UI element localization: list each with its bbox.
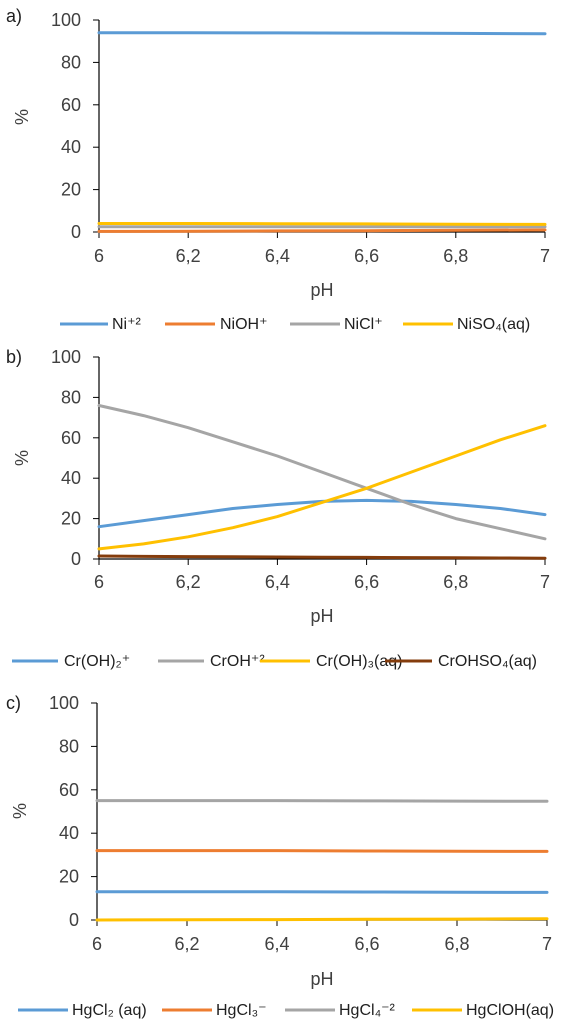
legend-label: HgClOH(aq) bbox=[466, 1002, 554, 1019]
legend-label: HgCl₄⁻² bbox=[339, 1002, 396, 1019]
x-axis-label: pH bbox=[310, 969, 333, 989]
series-line-2 bbox=[97, 228, 547, 233]
series-line-3 bbox=[95, 799, 549, 803]
series-line-2 bbox=[95, 849, 549, 853]
y-axis-label: % bbox=[12, 450, 32, 466]
legend-label: NiSO₄(aq) bbox=[457, 316, 530, 333]
x-tick-label: 6,8 bbox=[444, 934, 469, 954]
x-tick-label: 6,4 bbox=[265, 572, 290, 592]
x-axis-label: pH bbox=[310, 280, 333, 300]
series-line-4 bbox=[97, 554, 547, 560]
series-line-1 bbox=[97, 31, 547, 36]
legend-label: CrOHSO₄(aq) bbox=[438, 653, 537, 670]
y-tick-label: 0 bbox=[71, 222, 81, 242]
panel-label: b) bbox=[6, 347, 22, 367]
y-tick-label: 80 bbox=[61, 52, 81, 72]
y-tick-label: 100 bbox=[51, 10, 81, 30]
y-tick-label: 0 bbox=[71, 549, 81, 569]
legend-label: Cr(OH)₃(aq) bbox=[316, 653, 403, 670]
legend-label: CrOH⁺² bbox=[210, 653, 265, 670]
x-tick-label: 6,8 bbox=[443, 246, 468, 266]
chart-panel-1: a) 0 20 40 60 80 100 6 6,2 6,4 6,6 6,8 7 pH% Ni⁺² NiOH⁺… bbox=[6, 6, 550, 333]
series-line-3 bbox=[97, 424, 547, 551]
series-line-1 bbox=[95, 890, 549, 894]
x-tick-label: 6,4 bbox=[264, 934, 289, 954]
x-tick-label: 6,6 bbox=[354, 934, 379, 954]
y-tick-label: 40 bbox=[61, 137, 81, 157]
x-tick-label: 6,6 bbox=[354, 572, 379, 592]
y-tick-label: 80 bbox=[61, 387, 81, 407]
series-line-2 bbox=[97, 404, 547, 541]
series-line-4 bbox=[97, 222, 547, 226]
y-tick-label: 100 bbox=[49, 693, 79, 713]
y-tick-label: 60 bbox=[61, 428, 81, 448]
y-tick-label: 20 bbox=[61, 180, 81, 200]
y-tick-label: 60 bbox=[59, 780, 79, 800]
x-tick-label: 7 bbox=[542, 934, 552, 954]
series-line-4 bbox=[95, 917, 549, 922]
legend-label: Ni⁺² bbox=[112, 316, 142, 333]
x-tick-label: 7 bbox=[540, 246, 550, 266]
x-tick-label: 6 bbox=[94, 246, 104, 266]
legend-label: HgCl₃⁻ bbox=[216, 1002, 267, 1019]
x-tick-label: 6,6 bbox=[354, 246, 379, 266]
y-tick-label: 20 bbox=[59, 867, 79, 887]
panel-label: c) bbox=[6, 693, 21, 713]
legend-label: NiCl⁺ bbox=[344, 316, 383, 333]
x-tick-label: 6 bbox=[92, 934, 102, 954]
y-axis-label: % bbox=[10, 803, 30, 819]
x-tick-label: 6,8 bbox=[443, 572, 468, 592]
x-tick-label: 6,2 bbox=[176, 246, 201, 266]
y-tick-label: 40 bbox=[59, 823, 79, 843]
legend-label: Cr(OH)₂⁺ bbox=[64, 653, 130, 670]
x-tick-label: 6,2 bbox=[176, 572, 201, 592]
legend-label: HgCl₂ (aq) bbox=[72, 1002, 147, 1019]
x-tick-label: 6 bbox=[94, 572, 104, 592]
chart-panel-3: c) 0 20 40 60 80 100 6 6,2 6,4 6,6 6,8 7 pH% HgCl₂ (aq… bbox=[6, 693, 554, 1019]
x-tick-label: 6,2 bbox=[174, 934, 199, 954]
x-axis-label: pH bbox=[310, 606, 333, 626]
y-tick-label: 20 bbox=[61, 509, 81, 529]
y-axis-label: % bbox=[12, 109, 32, 125]
x-tick-label: 6,4 bbox=[265, 246, 290, 266]
y-tick-label: 80 bbox=[59, 736, 79, 756]
x-tick-label: 7 bbox=[540, 572, 550, 592]
panel-label: a) bbox=[6, 6, 22, 26]
y-tick-label: 100 bbox=[51, 347, 81, 367]
y-tick-label: 40 bbox=[61, 468, 81, 488]
legend-label: NiOH⁺ bbox=[220, 316, 268, 333]
y-tick-label: 60 bbox=[61, 95, 81, 115]
chart-panel-2: b) 0 20 40 60 80 100 6 6,2 6,4 6,6 6,8 7 pH% Cr(OH)₂⁺ C… bbox=[6, 347, 550, 670]
y-tick-label: 0 bbox=[69, 910, 79, 930]
